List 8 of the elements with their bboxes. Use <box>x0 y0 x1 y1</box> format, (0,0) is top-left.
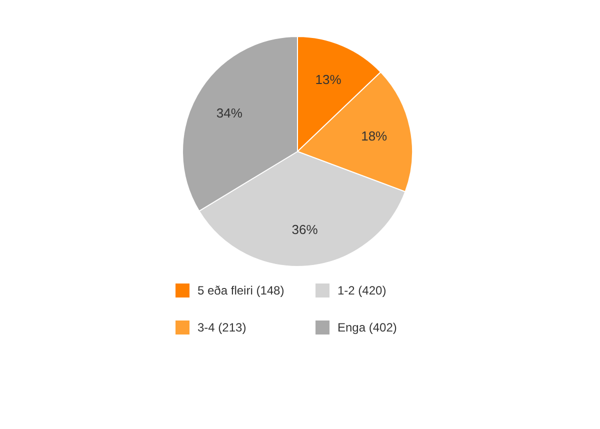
data-label: 18% <box>361 128 388 144</box>
legend-label: Enga (402) <box>338 320 397 334</box>
legend-label: 5 eða fleiri (148) <box>198 284 284 298</box>
data-label: 13% <box>315 72 342 88</box>
legend-label: 1-2 (420) <box>338 284 386 298</box>
data-label: 34% <box>216 106 243 121</box>
legend-label: 3-4 (213) <box>198 320 246 334</box>
data-label: 36% <box>292 222 318 237</box>
